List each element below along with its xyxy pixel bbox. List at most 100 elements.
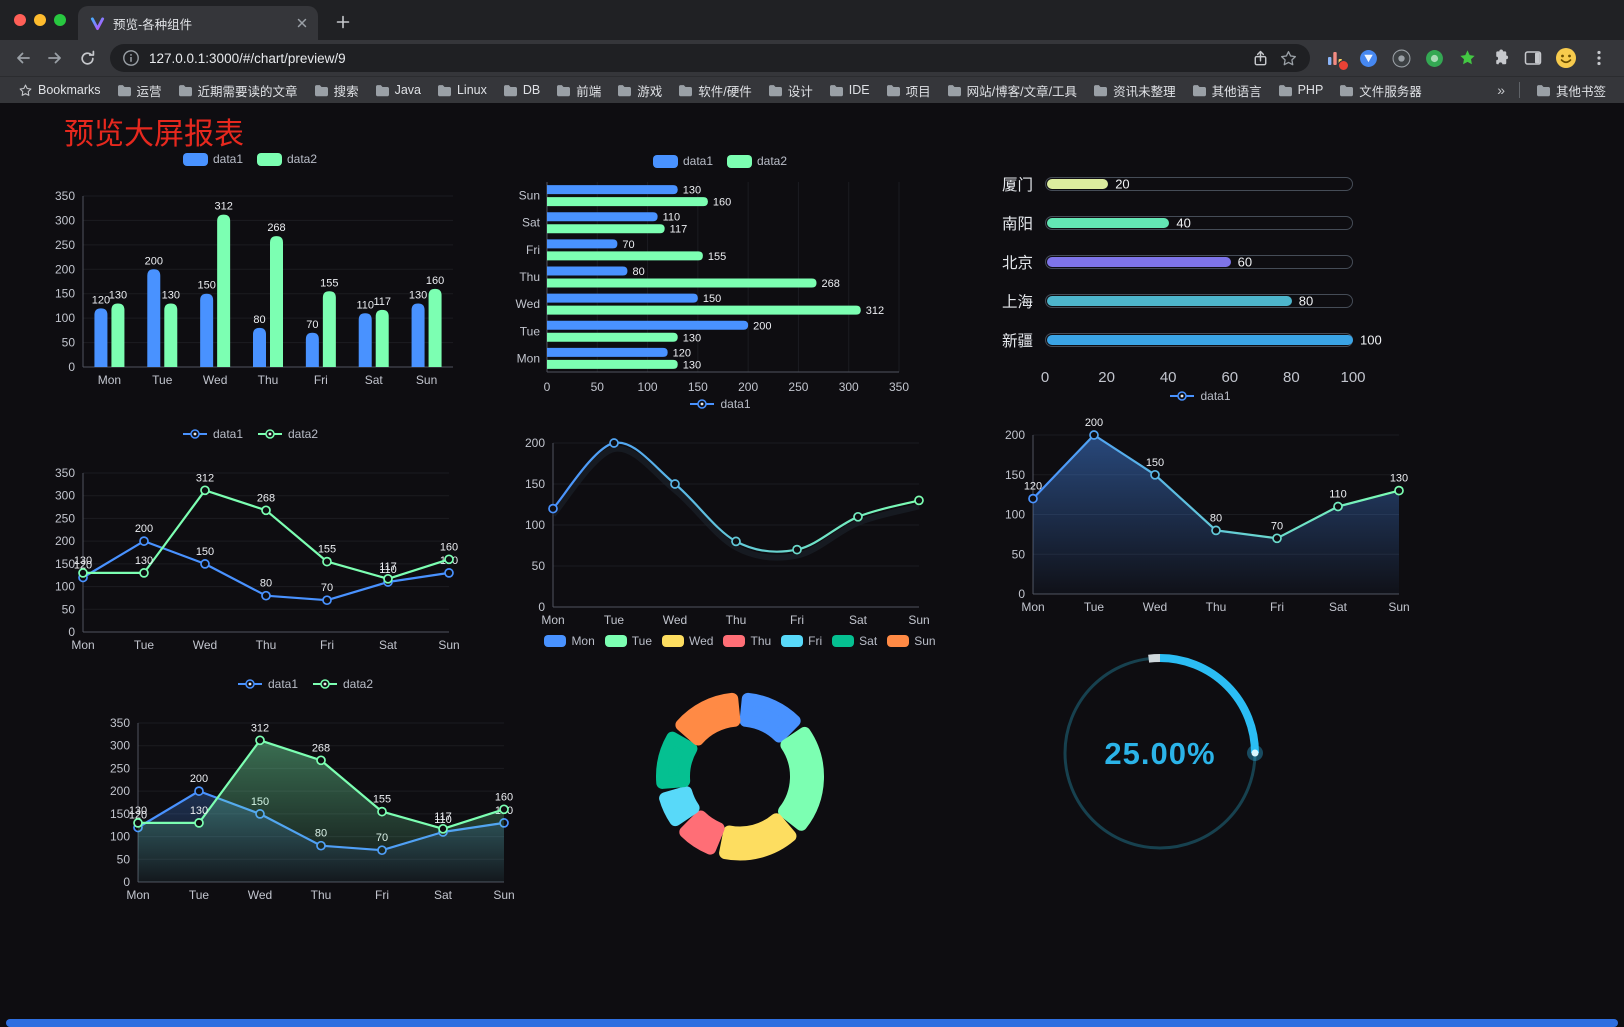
legend-item-Tue[interactable]: Tue — [604, 634, 652, 648]
url-text[interactable]: 127.0.0.1:3000/#/chart/preview/9 — [149, 50, 346, 66]
chart-gauge[interactable]: 25.00% — [1000, 628, 1320, 878]
minimize-window-button[interactable] — [34, 14, 46, 26]
legend-item-Wed[interactable]: Wed — [662, 634, 713, 648]
svg-text:100: 100 — [110, 830, 130, 844]
extension-green-star-icon[interactable] — [1456, 47, 1478, 69]
svg-text:110: 110 — [1329, 489, 1347, 501]
chart-capsule-rank[interactable]: 厦门 20 南阳 40 北京 60 上海 80 新疆 1 — [985, 152, 1395, 402]
donut-canvas[interactable] — [540, 654, 940, 895]
line-area-two-canvas[interactable]: 0 50 100 150 200 250 300 350 Mon Tue Wed Thu Fri Sat S… — [90, 697, 520, 908]
svg-text:200: 200 — [753, 320, 771, 332]
bookmark-folder-3[interactable]: Java — [367, 80, 429, 100]
new-tab-button[interactable] — [330, 9, 356, 35]
chart-grouped-bar[interactable]: data1 data2 0 50 100 150 200 250 300 350 Mon Tue Wed… — [35, 148, 465, 393]
legend-item-data1[interactable]: data1 — [652, 154, 713, 168]
url-bar[interactable]: 127.0.0.1:3000/#/chart/preview/9 — [110, 44, 1310, 72]
tab-close-icon[interactable] — [294, 15, 310, 31]
legend-item-data1[interactable]: data1 — [182, 427, 243, 441]
chart-line-smooth[interactable]: data1 0 50 100 150 200 Mon Tue Wed Thu Fri Sat Sun — [505, 393, 935, 633]
extension-blue-icon[interactable] — [1357, 47, 1379, 69]
folder-icon — [1340, 84, 1354, 96]
svg-text:155: 155 — [320, 277, 338, 289]
line-two-canvas[interactable]: 0 50 100 150 200 250 300 350 Mon Tue Wed Thu Fri Sat S… — [35, 447, 465, 658]
capsule-row-4[interactable]: 新疆 100 — [985, 320, 1395, 359]
share-icon[interactable] — [1251, 49, 1270, 68]
svg-text:300: 300 — [55, 213, 75, 227]
capsule-track: 40 — [1045, 215, 1353, 230]
legend-item-data2[interactable]: data2 — [257, 427, 318, 441]
back-button[interactable] — [8, 43, 38, 73]
other-bookmarks-folder[interactable]: 其他书签 — [1528, 80, 1614, 100]
extension-dark-circle-icon[interactable] — [1390, 47, 1412, 69]
legend-marker-icon — [258, 429, 282, 439]
svg-text:130: 130 — [74, 555, 92, 567]
bookmark-folder-10[interactable]: IDE — [821, 80, 878, 100]
bookmark-star-icon[interactable] — [1279, 49, 1298, 68]
bookmark-item-bookmarks[interactable]: Bookmarks — [10, 80, 109, 100]
legend-item-data2[interactable]: data2 — [727, 154, 787, 168]
chart-line-area-two[interactable]: data1 data2 0 50 100 150 200 250 300 350 Mon Tue Wed… — [90, 673, 520, 908]
forward-button[interactable] — [40, 43, 70, 73]
line-area-gradient-canvas[interactable]: 0 50 100 150 200 Mon Tue Wed Thu Fri Sat Sun 120 200 1… — [985, 409, 1415, 620]
chart-donut[interactable]: Mon Tue Wed Thu Fri Sat Sun — [540, 630, 940, 895]
legend-item-data2[interactable]: data2 — [257, 152, 317, 166]
svg-text:50: 50 — [117, 852, 131, 866]
legend-item-data1[interactable]: data1 — [237, 677, 298, 691]
capsule-row-0[interactable]: 厦门 20 — [985, 164, 1395, 203]
svg-text:200: 200 — [55, 534, 75, 548]
svg-text:Sat: Sat — [849, 613, 868, 627]
capsule-row-3[interactable]: 上海 80 — [985, 281, 1395, 320]
bookmark-folder-5[interactable]: DB — [495, 80, 548, 100]
gauge-canvas[interactable]: 25.00% — [1000, 628, 1320, 878]
bookmark-folder-7[interactable]: 游戏 — [609, 80, 670, 100]
chart-grouped-hbar[interactable]: data1 data2 0 50 100 150 200 250 300 350 Mon 120 130… — [505, 150, 935, 400]
legend-item-data1[interactable]: data1 — [182, 152, 243, 166]
line-smooth-gradient-canvas[interactable]: 0 50 100 150 200 Mon Tue Wed Thu Fri Sat Sun — [505, 417, 935, 633]
capsule-chart-body[interactable]: 厦门 20 南阳 40 北京 60 上海 80 新疆 1 — [985, 152, 1395, 391]
bookmark-folder-4[interactable]: Linux — [429, 80, 495, 100]
svg-text:110: 110 — [434, 814, 452, 826]
bookmarks-overflow-chevron[interactable]: » — [1497, 82, 1505, 98]
legend-item-Fri[interactable]: Fri — [781, 634, 822, 648]
svg-text:Thu: Thu — [256, 638, 277, 652]
menu-kebab-icon[interactable] — [1588, 47, 1610, 69]
side-panel-icon[interactable] — [1522, 47, 1544, 69]
legend-item-Sat[interactable]: Sat — [832, 634, 877, 648]
bookmark-folder-0[interactable]: 运营 — [109, 80, 170, 100]
bookmark-folder-11[interactable]: 项目 — [878, 80, 939, 100]
close-window-button[interactable] — [14, 14, 26, 26]
legend-item-Sun[interactable]: Sun — [887, 634, 936, 648]
bookmark-folder-12[interactable]: 网站/博客/文章/工具 — [939, 80, 1085, 100]
bookmark-folder-13[interactable]: 资讯未整理 — [1085, 80, 1184, 100]
capsule-row-2[interactable]: 北京 60 — [985, 242, 1395, 281]
bookmark-folder-6[interactable]: 前端 — [548, 80, 609, 100]
bookmark-folder-16[interactable]: 文件服务器 — [1331, 80, 1430, 100]
legend-item-data1[interactable]: data1 — [689, 397, 751, 411]
legend-item-data2[interactable]: data2 — [312, 677, 373, 691]
legend-item-data1[interactable]: data1 — [1169, 389, 1231, 403]
bookmark-folder-14[interactable]: 其他语言 — [1184, 80, 1270, 100]
bookmark-folder-8[interactable]: 软件/硬件 — [670, 80, 759, 100]
profile-avatar[interactable] — [1555, 47, 1577, 69]
extension-green-circle-icon[interactable] — [1423, 47, 1445, 69]
legend-item-Mon[interactable]: Mon — [544, 634, 595, 648]
reload-button[interactable] — [72, 43, 102, 73]
bookmark-folder-2[interactable]: 搜索 — [306, 80, 367, 100]
grouped-bar-canvas[interactable]: 0 50 100 150 200 250 300 350 Mon Tue Wed Thu Fri Sat S… — [35, 172, 465, 393]
svg-text:150: 150 — [703, 293, 721, 305]
extensions-puzzle-icon[interactable] — [1489, 47, 1511, 69]
zoom-window-button[interactable] — [54, 14, 66, 26]
capsule-row-1[interactable]: 南阳 40 — [985, 203, 1395, 242]
svg-text:Fri: Fri — [526, 243, 540, 257]
site-info-icon[interactable] — [122, 49, 140, 67]
chart-line-area[interactable]: data1 0 50 100 150 200 Mon Tue Wed Thu Fri Sat Sun 12… — [985, 385, 1415, 620]
svg-text:80: 80 — [260, 578, 272, 590]
legend-item-Thu[interactable]: Thu — [723, 634, 771, 648]
chart-line-two-series[interactable]: data1 data2 0 50 100 150 200 250 300 350 Mon Tue Wed… — [35, 423, 465, 658]
bookmark-folder-15[interactable]: PHP — [1270, 80, 1332, 100]
bookmark-folder-9[interactable]: 设计 — [760, 80, 821, 100]
bookmark-folder-1[interactable]: 近期需要读的文章 — [170, 80, 306, 100]
extension-bars-icon[interactable] — [1324, 47, 1349, 71]
browser-tab[interactable]: 预览-各种组件 — [78, 6, 318, 40]
